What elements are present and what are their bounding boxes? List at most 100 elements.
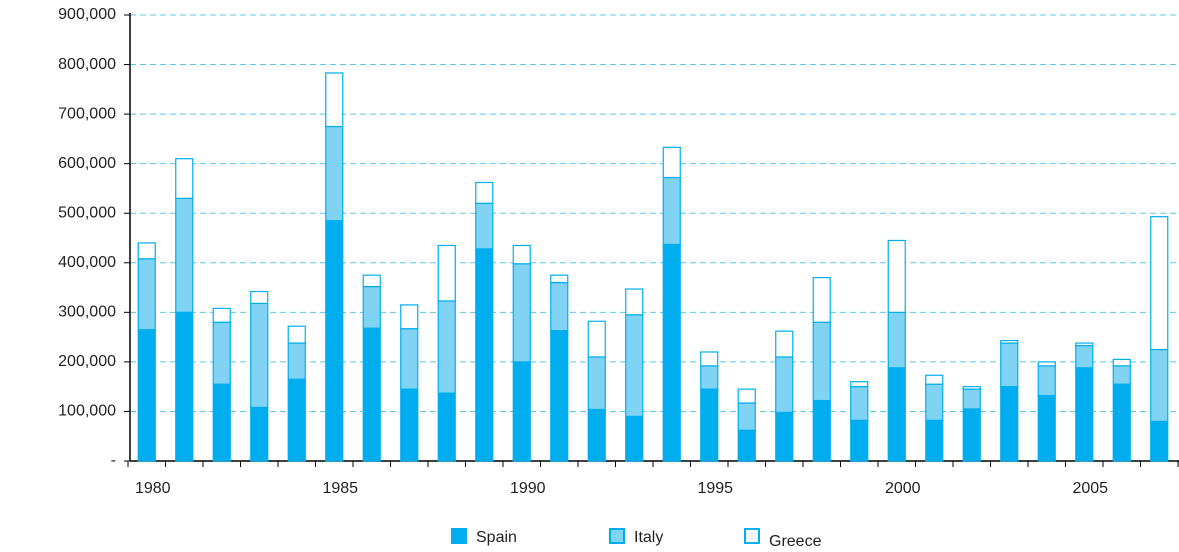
bar-segment xyxy=(437,300,456,394)
bar-segment xyxy=(137,242,156,260)
bar-segment xyxy=(700,351,719,367)
bar-segment xyxy=(587,408,606,462)
bar-segment xyxy=(1000,386,1019,462)
bar-segment xyxy=(925,419,944,462)
bar-segment xyxy=(925,383,944,421)
bar-segment xyxy=(737,388,756,404)
bar-segment xyxy=(1000,342,1019,388)
bar-segment xyxy=(287,378,306,462)
bar-segment xyxy=(137,329,156,462)
bar-segment xyxy=(812,321,831,402)
bar-segment xyxy=(175,197,194,313)
bar-segment xyxy=(662,146,681,179)
bar-segment xyxy=(250,302,269,409)
bar-segment xyxy=(287,342,306,380)
legend-label: Spain xyxy=(476,529,517,546)
bar-segment xyxy=(1075,342,1094,347)
x-tick-label: 1995 xyxy=(697,480,733,497)
y-tick-label: 600,000 xyxy=(58,155,116,172)
bar-segment xyxy=(550,274,569,284)
bar-segment xyxy=(1150,348,1169,422)
y-tick-label: 700,000 xyxy=(58,105,116,122)
bar-segment xyxy=(512,361,531,462)
bar-segment xyxy=(212,383,231,462)
bar-segment xyxy=(700,365,719,390)
bar-segment xyxy=(1112,383,1131,462)
y-tick-label: 900,000 xyxy=(58,6,116,23)
bar-segment xyxy=(887,311,906,369)
bar-segment xyxy=(512,263,531,363)
bar-segment xyxy=(137,258,156,331)
bar-segment xyxy=(775,411,794,462)
bar-segment xyxy=(1112,358,1131,367)
legend-swatch xyxy=(451,528,467,544)
bar-segment xyxy=(887,239,906,313)
x-tick-label: 1985 xyxy=(322,480,358,497)
bar-segment xyxy=(287,325,306,344)
bar-segment xyxy=(400,328,419,390)
bar-segment xyxy=(325,220,344,462)
bar-segment xyxy=(550,282,569,332)
bar-segment xyxy=(587,320,606,358)
bar-segment xyxy=(737,402,756,431)
bar-segment xyxy=(475,181,494,204)
bar-segment xyxy=(737,429,756,462)
bar-segment xyxy=(1150,420,1169,462)
bar-segment xyxy=(175,311,194,462)
bar-segment xyxy=(250,290,269,305)
bar-segment xyxy=(700,388,719,462)
bar-segment xyxy=(325,72,344,128)
bar-segment xyxy=(362,274,381,288)
bar-segment xyxy=(1075,344,1094,369)
y-tick-label: 100,000 xyxy=(58,403,116,420)
y-tick-label: 200,000 xyxy=(58,353,116,370)
bar-segment xyxy=(925,374,944,385)
y-tick-label: 400,000 xyxy=(58,254,116,271)
bar-segment xyxy=(625,415,644,462)
bar-segment xyxy=(662,243,681,462)
bar-segment xyxy=(400,304,419,330)
bar-segment xyxy=(775,356,794,414)
legend-swatch xyxy=(744,528,760,544)
bar-segment xyxy=(962,388,981,410)
bar-segment xyxy=(850,419,869,462)
bar-segment xyxy=(775,330,794,358)
bar-segment xyxy=(475,202,494,250)
bar-segment xyxy=(962,408,981,462)
bar-segment xyxy=(662,176,681,246)
bar-segment xyxy=(325,125,344,222)
bar-segment xyxy=(850,386,869,421)
bar-segment xyxy=(250,406,269,462)
bar-segment xyxy=(625,288,644,316)
legend-label: Greece xyxy=(769,533,822,550)
y-tick-label: 300,000 xyxy=(58,304,116,321)
bar-segment xyxy=(587,356,606,411)
y-tick-label: 800,000 xyxy=(58,56,116,73)
bar-segment xyxy=(212,307,231,323)
bar-segment xyxy=(1037,361,1056,367)
x-tick-label: 2005 xyxy=(1072,480,1108,497)
bar-segment xyxy=(1037,365,1056,397)
bar-segment xyxy=(625,314,644,417)
y-tick-label: - xyxy=(111,452,116,469)
legend-swatch xyxy=(609,528,625,544)
y-tick-label: 500,000 xyxy=(58,204,116,221)
bar-segment xyxy=(850,381,869,388)
bar-segment xyxy=(962,386,981,390)
bar-segment xyxy=(812,277,831,323)
bar-segment xyxy=(512,244,531,265)
bar-segment xyxy=(1150,216,1169,351)
x-tick-label: 1980 xyxy=(135,480,171,497)
bar-segment xyxy=(550,330,569,462)
bar-segment xyxy=(1000,339,1019,344)
bar-segment xyxy=(400,388,419,462)
x-tick-label: 2000 xyxy=(885,480,921,497)
bar-segment xyxy=(437,392,456,462)
bar-segment xyxy=(1037,394,1056,462)
bar-segment xyxy=(887,367,906,462)
bar-segment xyxy=(362,327,381,462)
bar-segment xyxy=(1075,367,1094,462)
bar-segment xyxy=(812,399,831,462)
bar-segment xyxy=(437,244,456,302)
